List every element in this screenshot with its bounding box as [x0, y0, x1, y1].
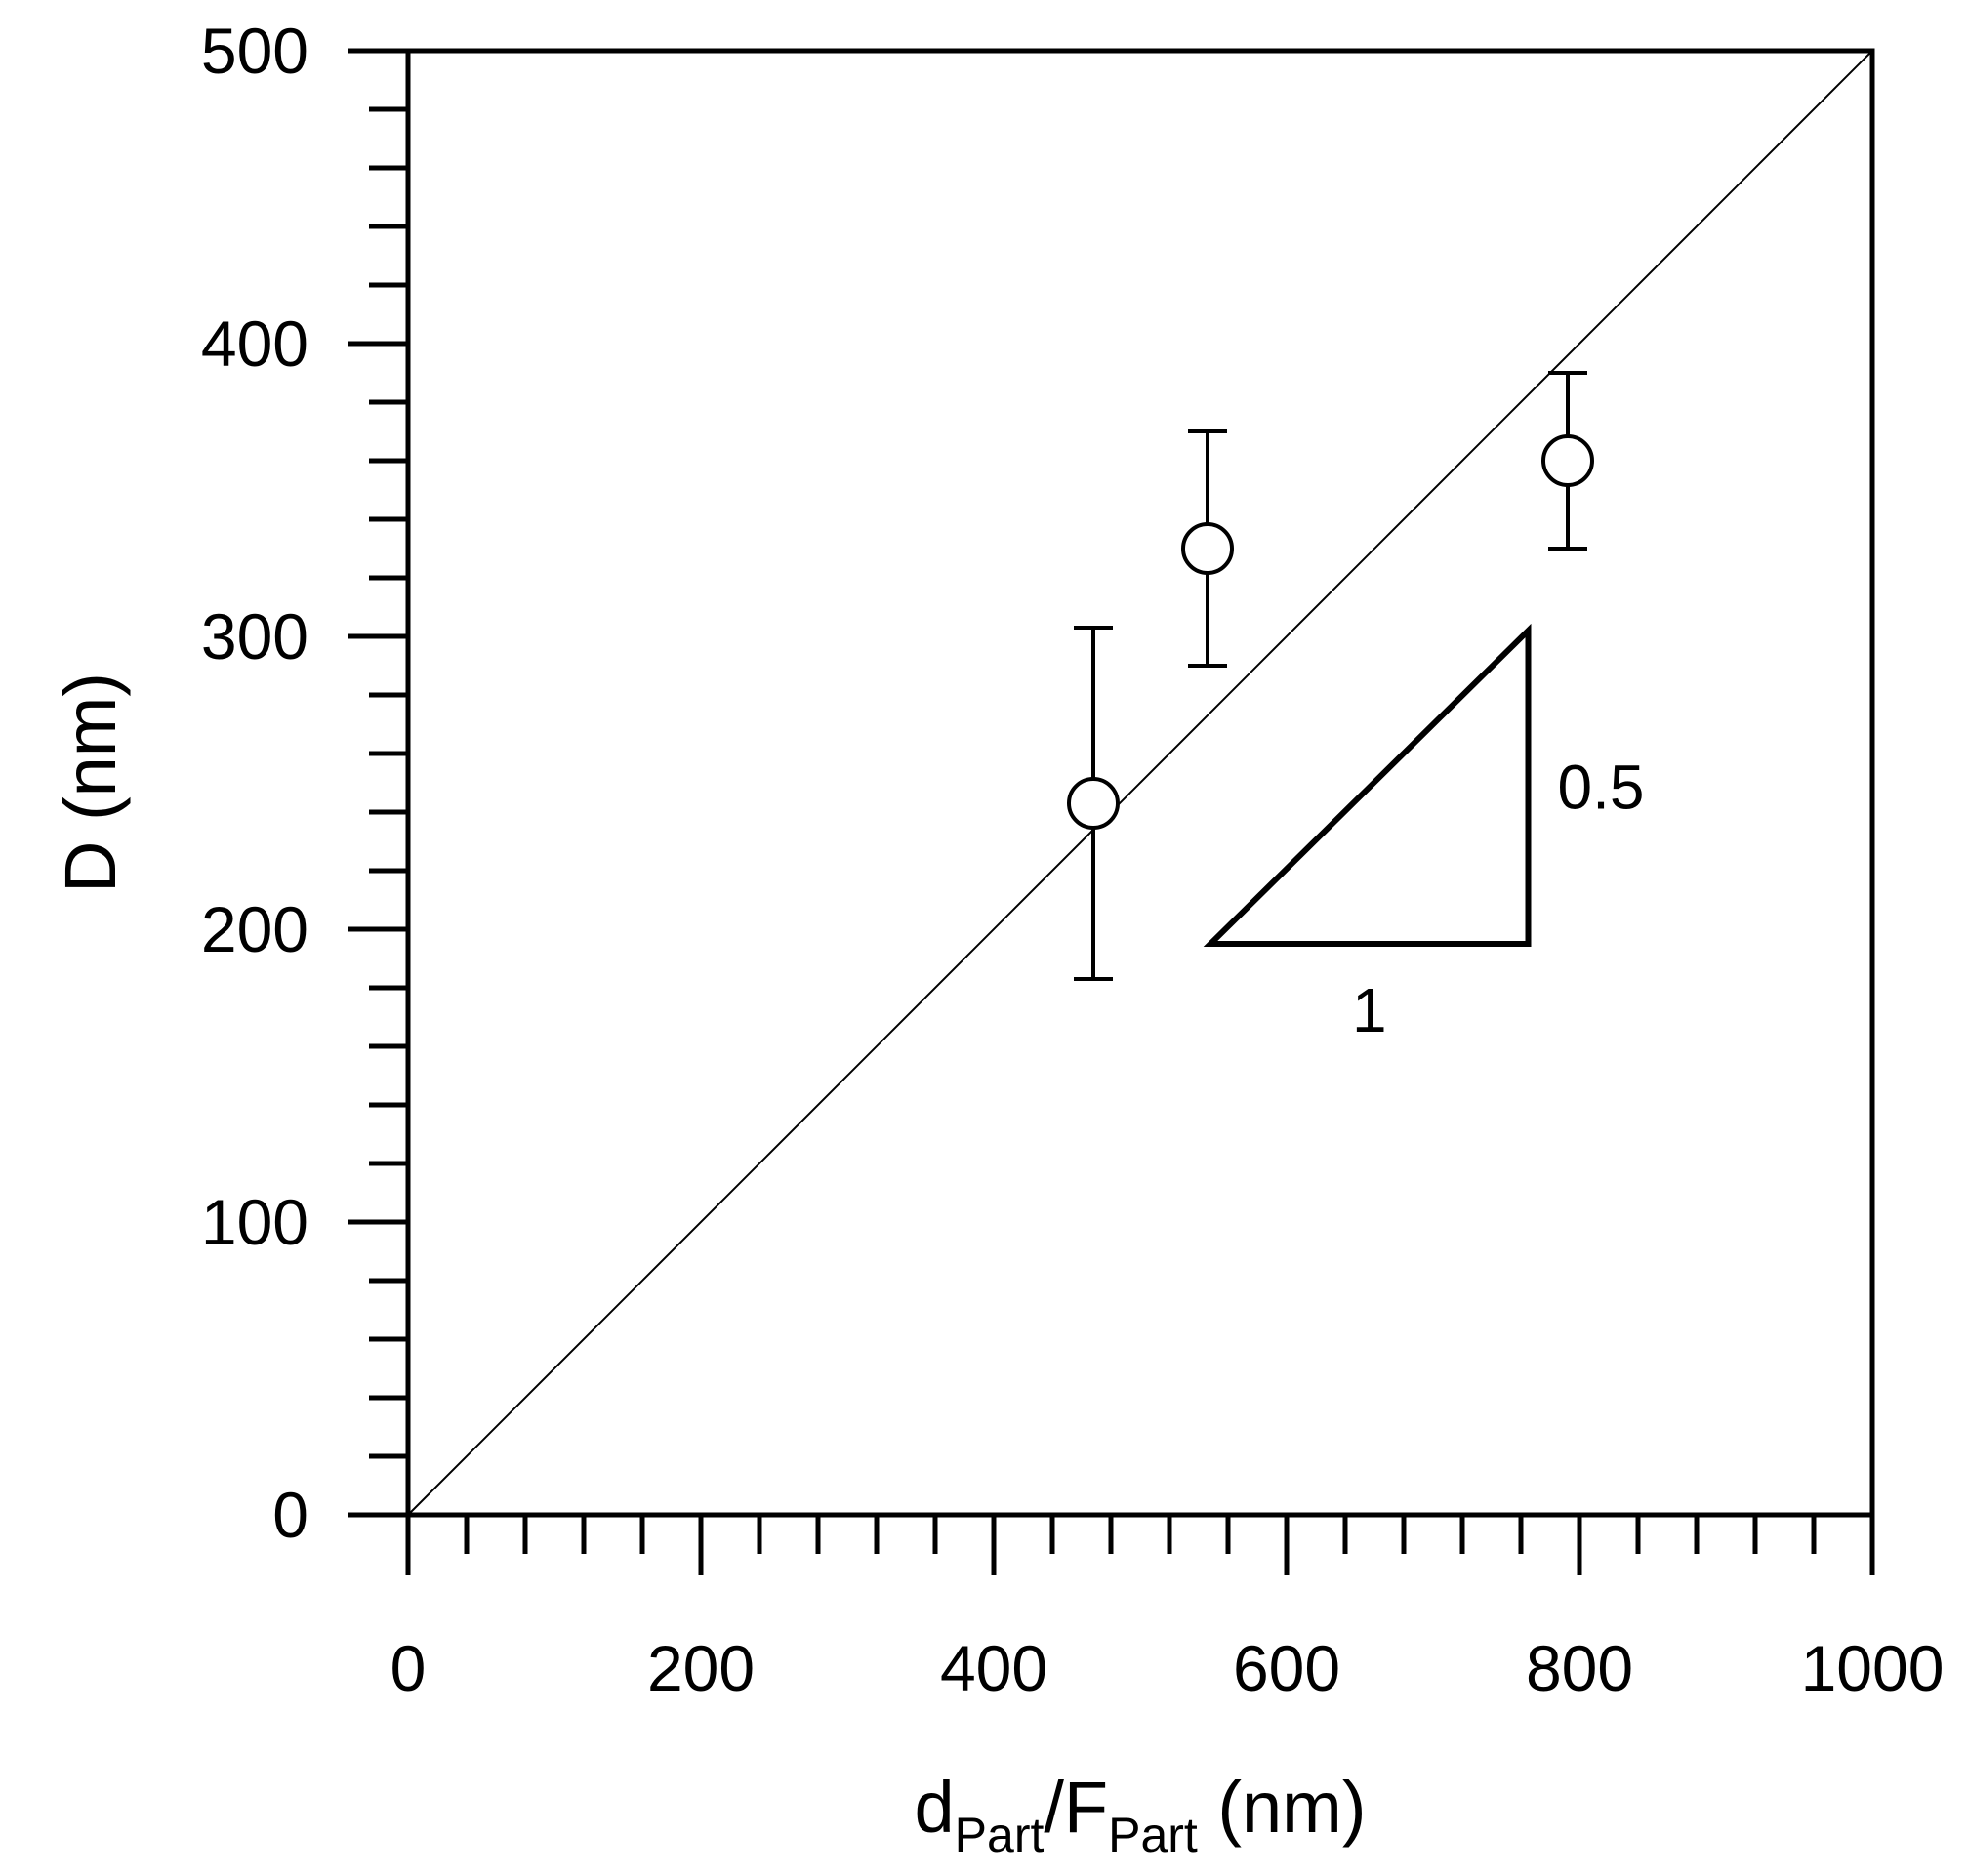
data-point-group [1067, 626, 1120, 981]
slope-run-label: 1 [1352, 975, 1387, 1045]
slope-rise-label: 0.5 [1558, 753, 1645, 823]
data-point-group [1181, 429, 1234, 668]
x-tick-label: 600 [1233, 1632, 1340, 1704]
y-axis-title: D (nm) [50, 673, 131, 893]
data-point-marker [1181, 522, 1234, 575]
data-point-group [1541, 371, 1594, 551]
slope-triangle [1203, 623, 1532, 947]
y-tick-label: 300 [201, 600, 308, 673]
y-axis-tick-labels: 0 100 200 300 400 500 [201, 15, 308, 1551]
x-axis-tick-labels: 0 200 400 600 800 1000 [390, 1632, 1945, 1704]
x-title-unit: (nm) [1198, 1767, 1367, 1848]
data-point-marker [1067, 777, 1120, 830]
y-tick-label: 200 [201, 893, 308, 965]
x-title-f: /F [1044, 1767, 1108, 1848]
data-points [1067, 371, 1594, 981]
y-tick-label: 500 [201, 15, 308, 87]
x-axis-ticks [405, 1515, 1875, 1575]
x-title-d: d [915, 1767, 955, 1848]
x-tick-label: 800 [1526, 1632, 1633, 1704]
reference-line [407, 50, 1873, 1516]
y-tick-label: 100 [201, 1186, 308, 1258]
x-tick-label: 1000 [1801, 1632, 1945, 1704]
x-axis-title: dPart/FPart (nm) [915, 1767, 1367, 1862]
x-tick-label: 200 [647, 1632, 755, 1704]
x-tick-label: 0 [390, 1632, 427, 1704]
x-title-sub-1: Part [955, 1808, 1045, 1862]
y-axis-ticks [348, 48, 408, 1518]
x-title-sub-2: Part [1108, 1808, 1198, 1862]
data-point-marker [1541, 434, 1594, 487]
x-tick-label: 400 [940, 1632, 1047, 1704]
y-tick-label: 400 [201, 307, 308, 380]
y-tick-label: 0 [272, 1479, 308, 1551]
